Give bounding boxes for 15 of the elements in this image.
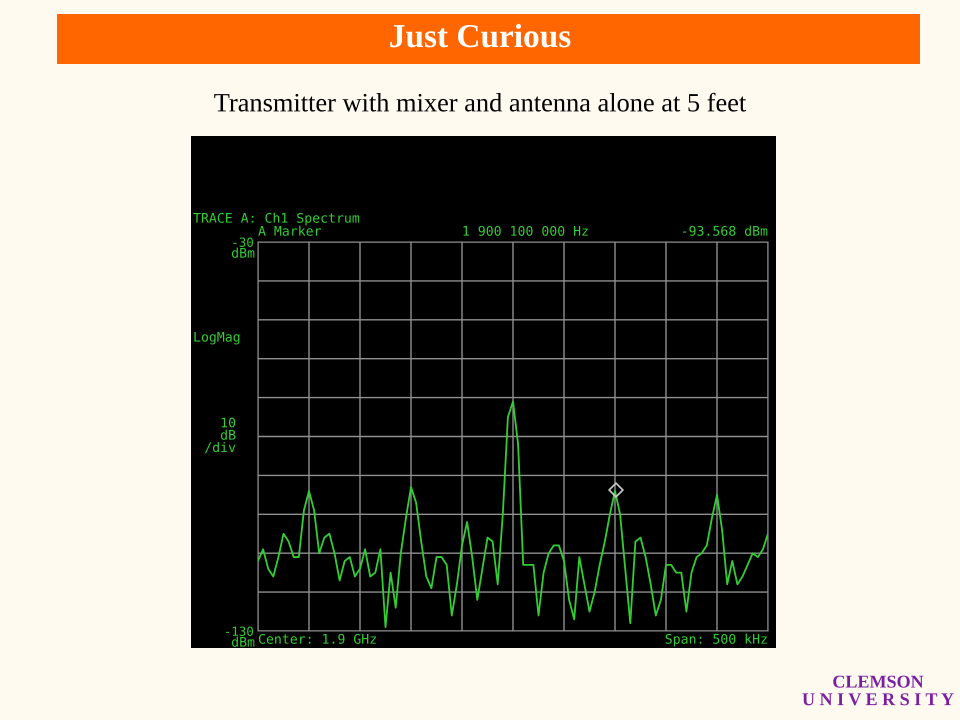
text: Span: 500 kHz	[666, 634, 767, 646]
y-tick-label: -130	[226, 626, 254, 636]
text: dBm	[232, 248, 254, 258]
text: LogMag	[194, 332, 240, 344]
text: TRACE A: Ch1 Spectrum	[193, 212, 360, 226]
chart-subtitle: Transmitter with mixer and antenna alone at 5 feet	[214, 92, 746, 112]
text: A Marker	[258, 226, 322, 236]
chart-title: Just Curious	[390, 24, 570, 48]
text: 1 900 100 000 Hz	[463, 226, 588, 236]
text: CLEMSON U N I V E R S I T Y	[802, 676, 954, 706]
y-tick-label: -30	[233, 238, 254, 247]
text: dBm	[232, 636, 254, 647]
text: 10 dB /div	[204, 418, 236, 454]
text: Center: 1.9 GHz	[258, 634, 376, 644]
text: -93.568 dBm	[682, 226, 768, 236]
